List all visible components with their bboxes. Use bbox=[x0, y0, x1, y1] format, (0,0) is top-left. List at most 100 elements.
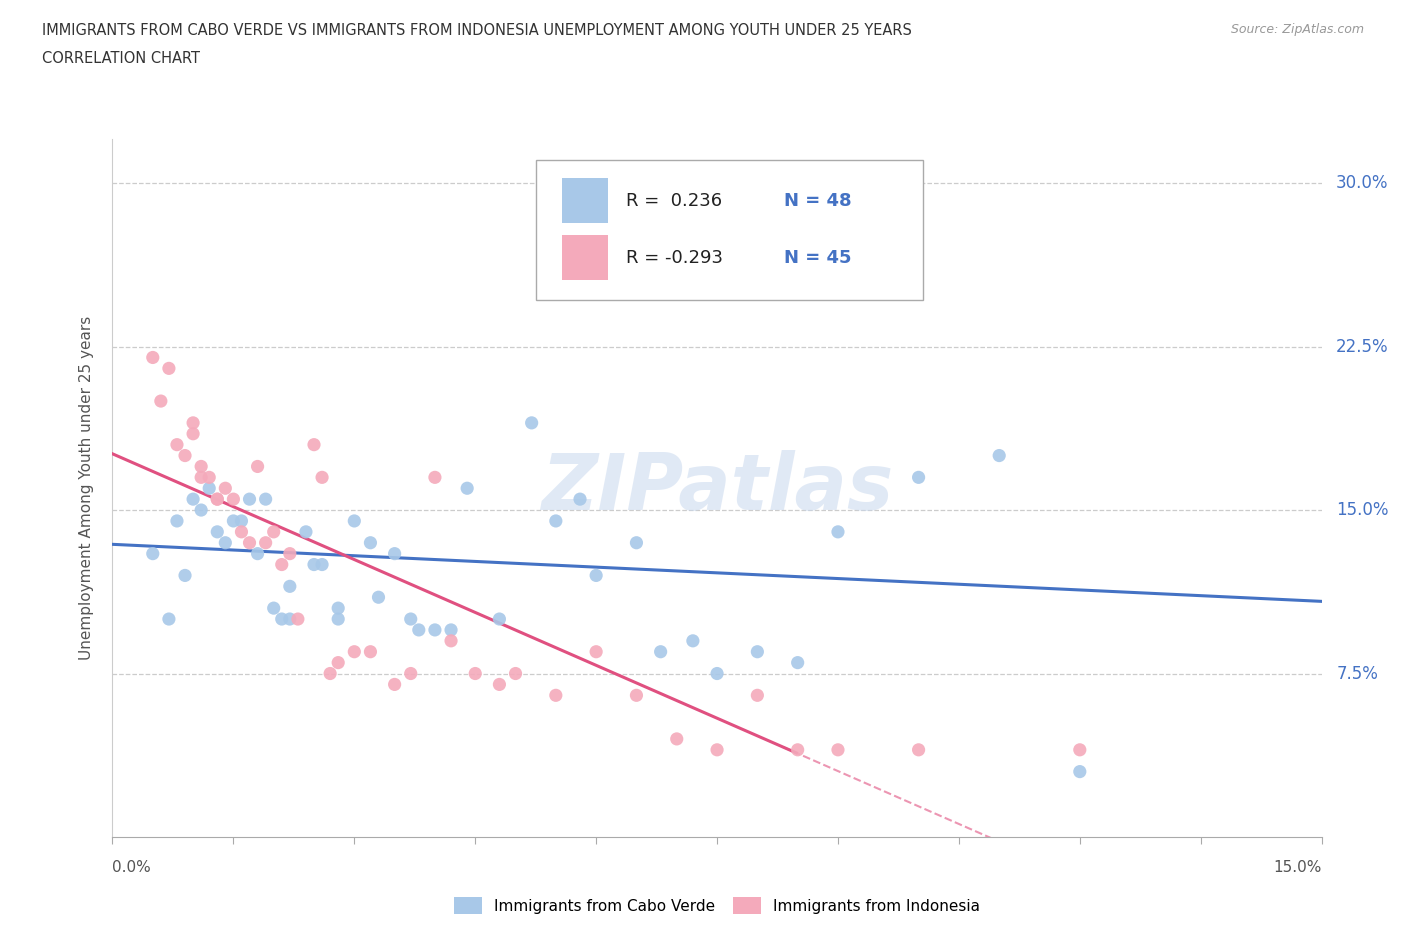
Point bbox=[505, 666, 527, 681]
Y-axis label: Unemployment Among Youth under 25 years: Unemployment Among Youth under 25 years bbox=[79, 316, 94, 660]
Point bbox=[207, 492, 229, 507]
Text: N = 48: N = 48 bbox=[783, 192, 851, 209]
Point bbox=[488, 677, 510, 692]
Text: 30.0%: 30.0% bbox=[1336, 174, 1389, 193]
Point bbox=[222, 513, 245, 528]
Point bbox=[786, 742, 808, 757]
Point bbox=[302, 557, 325, 572]
Point bbox=[1069, 742, 1091, 757]
Point bbox=[157, 361, 180, 376]
Text: 15.0%: 15.0% bbox=[1274, 860, 1322, 875]
Point bbox=[328, 612, 350, 627]
Point bbox=[231, 525, 253, 539]
Point bbox=[569, 492, 592, 507]
Point bbox=[585, 568, 607, 583]
Point bbox=[231, 513, 253, 528]
Point bbox=[302, 437, 325, 452]
Point bbox=[295, 525, 318, 539]
FancyBboxPatch shape bbox=[536, 161, 922, 300]
Point bbox=[384, 546, 406, 561]
Point bbox=[408, 622, 430, 637]
Point bbox=[263, 601, 285, 616]
Point bbox=[207, 525, 229, 539]
Text: Source: ZipAtlas.com: Source: ZipAtlas.com bbox=[1230, 23, 1364, 36]
Text: 22.5%: 22.5% bbox=[1336, 338, 1389, 355]
Point bbox=[456, 481, 478, 496]
Point bbox=[263, 525, 285, 539]
Point bbox=[464, 666, 486, 681]
Point bbox=[174, 448, 197, 463]
Text: R = -0.293: R = -0.293 bbox=[626, 248, 723, 267]
Point bbox=[786, 655, 808, 670]
Point bbox=[706, 742, 728, 757]
Point bbox=[254, 492, 277, 507]
Point bbox=[190, 459, 212, 474]
Point bbox=[278, 546, 301, 561]
Text: IMMIGRANTS FROM CABO VERDE VS IMMIGRANTS FROM INDONESIA UNEMPLOYMENT AMONG YOUTH: IMMIGRANTS FROM CABO VERDE VS IMMIGRANTS… bbox=[42, 23, 912, 38]
Point bbox=[198, 481, 221, 496]
Point bbox=[827, 525, 849, 539]
Point bbox=[367, 590, 389, 604]
Point bbox=[626, 536, 648, 551]
Point bbox=[359, 644, 381, 659]
Point bbox=[190, 502, 212, 517]
Point bbox=[544, 513, 567, 528]
Point bbox=[207, 492, 229, 507]
Point bbox=[488, 612, 510, 627]
Point bbox=[246, 546, 269, 561]
Point bbox=[399, 666, 422, 681]
Point bbox=[665, 732, 688, 747]
Point bbox=[246, 459, 269, 474]
Point bbox=[988, 448, 1011, 463]
Point bbox=[423, 622, 446, 637]
Point bbox=[706, 666, 728, 681]
Point bbox=[181, 426, 204, 441]
Point bbox=[142, 546, 165, 561]
Point bbox=[907, 470, 929, 485]
Point bbox=[384, 677, 406, 692]
Point bbox=[174, 568, 197, 583]
Point bbox=[149, 393, 172, 408]
Text: N = 45: N = 45 bbox=[783, 248, 851, 267]
Point bbox=[544, 688, 567, 703]
Point bbox=[399, 612, 422, 627]
Point bbox=[747, 688, 769, 703]
Text: 15.0%: 15.0% bbox=[1336, 501, 1389, 519]
Point bbox=[142, 350, 165, 365]
Point bbox=[328, 655, 350, 670]
Point bbox=[827, 742, 849, 757]
Point bbox=[238, 536, 260, 551]
FancyBboxPatch shape bbox=[562, 235, 609, 281]
Point bbox=[600, 187, 623, 202]
FancyBboxPatch shape bbox=[562, 178, 609, 223]
Point bbox=[343, 513, 366, 528]
Point bbox=[423, 470, 446, 485]
Point bbox=[650, 644, 672, 659]
Point bbox=[1069, 764, 1091, 779]
Text: 7.5%: 7.5% bbox=[1336, 665, 1378, 683]
Point bbox=[343, 644, 366, 659]
Point bbox=[287, 612, 309, 627]
Point bbox=[520, 416, 543, 431]
Point bbox=[157, 612, 180, 627]
Point bbox=[198, 470, 221, 485]
Point bbox=[214, 536, 236, 551]
Point bbox=[270, 612, 292, 627]
Point bbox=[181, 492, 204, 507]
Point bbox=[359, 536, 381, 551]
Point bbox=[585, 644, 607, 659]
Point bbox=[440, 633, 463, 648]
Point bbox=[626, 688, 648, 703]
Point bbox=[747, 644, 769, 659]
Text: R =  0.236: R = 0.236 bbox=[626, 192, 723, 209]
Point bbox=[238, 492, 260, 507]
Text: CORRELATION CHART: CORRELATION CHART bbox=[42, 51, 200, 66]
Point bbox=[311, 557, 333, 572]
Point bbox=[907, 742, 929, 757]
Point bbox=[190, 470, 212, 485]
Point bbox=[682, 633, 704, 648]
Point bbox=[181, 416, 204, 431]
Point bbox=[222, 492, 245, 507]
Point bbox=[166, 513, 188, 528]
Text: 0.0%: 0.0% bbox=[112, 860, 152, 875]
